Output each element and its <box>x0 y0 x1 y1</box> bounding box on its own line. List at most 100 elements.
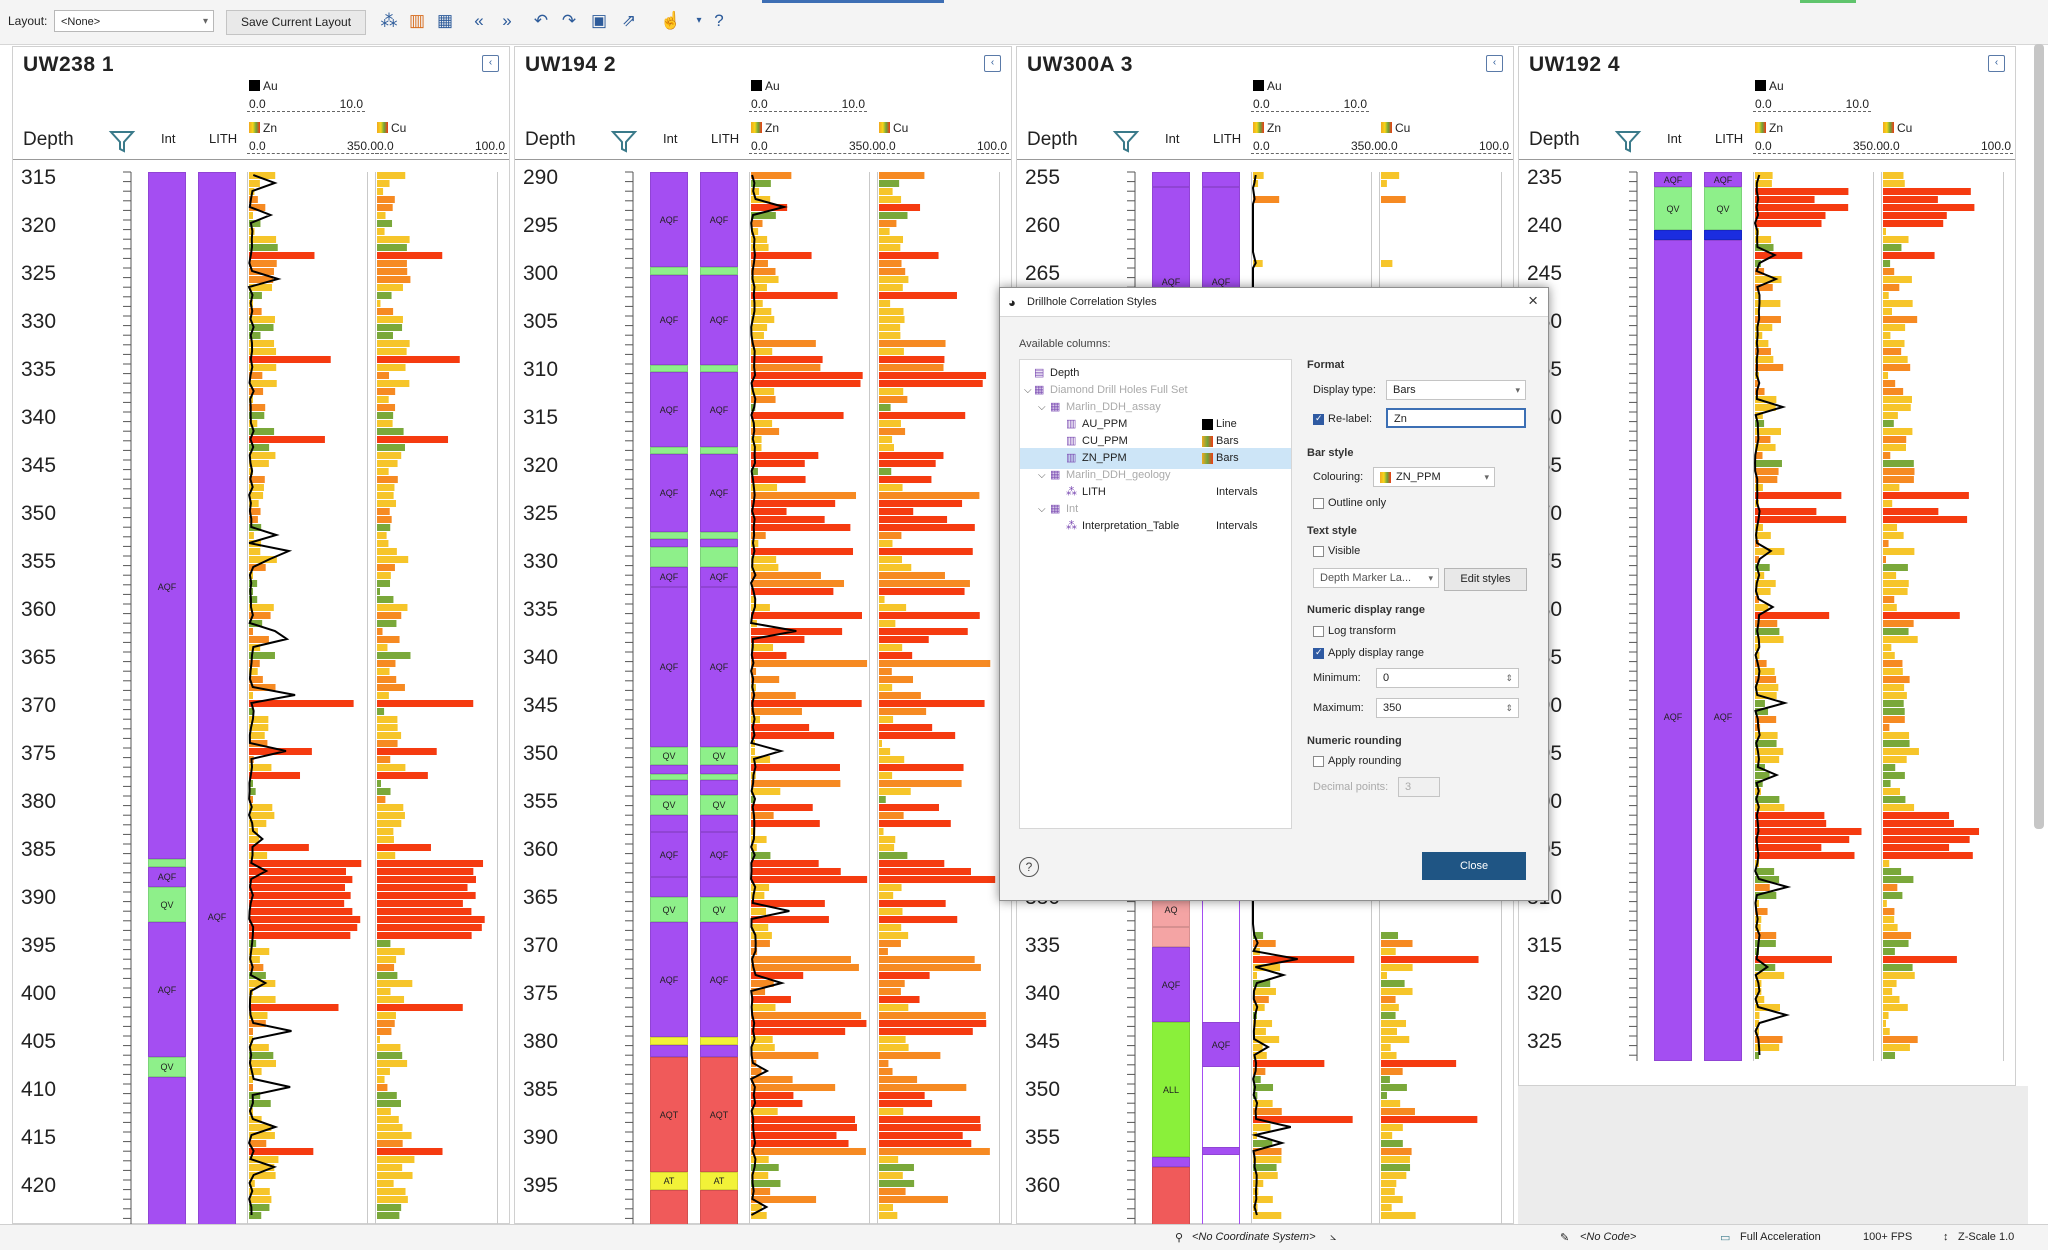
lith-interval[interactable]: AQF <box>700 172 738 267</box>
lith-interval[interactable]: AQF <box>1704 240 1742 1061</box>
log-transform-checkbox[interactable] <box>1313 626 1324 637</box>
lith-interval[interactable]: AQF <box>700 832 738 877</box>
chevron-down-icon[interactable]: ⌵ <box>1038 402 1046 413</box>
apply-range-checkbox[interactable] <box>1313 647 1324 659</box>
lith-interval[interactable] <box>700 1037 738 1045</box>
lith-interval[interactable] <box>700 267 738 275</box>
lith-interval[interactable] <box>700 765 738 774</box>
drillhole-panel-1[interactable]: UW238 1 ‹ Depth Int LITH Au 0.0 10.0 Zn 0.0 350.… <box>12 46 510 1225</box>
int-interval[interactable]: QV <box>650 747 688 765</box>
collapse-icon[interactable]: ‹ <box>1988 55 2005 72</box>
visible-checkbox[interactable] <box>1313 546 1324 557</box>
int-interval[interactable]: QV <box>148 887 186 922</box>
int-interval[interactable] <box>1152 1157 1190 1167</box>
outline-only-checkbox[interactable] <box>1313 498 1324 509</box>
int-interval[interactable] <box>650 774 688 780</box>
save-current-layout-button[interactable]: Save Current Layout <box>226 10 366 35</box>
int-interval[interactable]: AQF <box>650 372 688 447</box>
int-interval[interactable]: AQF <box>1654 240 1692 1061</box>
table-icon[interactable]: ▦ <box>436 11 454 30</box>
int-interval[interactable] <box>650 780 688 795</box>
chevron-down-icon[interactable]: ⌵ <box>1038 470 1046 481</box>
drillhole-panel-2[interactable]: UW194 2 ‹ Depth Int LITH Au 0.0 10.0 Zn 0.0 350.… <box>514 46 1012 1225</box>
lith-interval[interactable]: AQF <box>700 372 738 447</box>
tree-item[interactable]: ⌵ ▦ Diamond Drill Holes Full Set <box>1020 380 1291 401</box>
int-interval[interactable]: QV <box>650 897 688 922</box>
apply-rounding-checkbox[interactable] <box>1313 756 1324 767</box>
lith-interval[interactable]: AQF <box>1704 172 1742 187</box>
filter-icon[interactable] <box>610 127 638 155</box>
vertical-scrollbar[interactable] <box>2034 44 2044 829</box>
lith-interval[interactable]: AQF <box>700 567 738 587</box>
export-icon[interactable]: ⇗ <box>621 11 637 30</box>
undo-icon[interactable]: ↶ <box>533 11 549 30</box>
help-icon[interactable]: ? <box>1019 857 1039 877</box>
int-interval[interactable]: AQF <box>148 867 186 887</box>
int-interval[interactable]: AQF <box>650 567 688 587</box>
network-icon[interactable]: ⁂ <box>380 11 398 30</box>
lith-interval[interactable]: AQF <box>198 172 236 1225</box>
int-interval[interactable] <box>650 1037 688 1045</box>
int-interval[interactable]: AQF <box>1654 172 1692 187</box>
lith-interval[interactable]: QV <box>700 795 738 815</box>
lith-interval[interactable] <box>700 532 738 539</box>
int-interval[interactable]: AQF <box>650 832 688 877</box>
code-status[interactable]: <No Code> <box>1580 1231 1637 1243</box>
int-interval[interactable] <box>650 532 688 539</box>
int-interval[interactable] <box>1152 927 1190 947</box>
tree-item[interactable]: ⁂ LITH Intervals <box>1020 482 1291 503</box>
filter-icon[interactable] <box>1614 127 1642 155</box>
edit-styles-button[interactable]: Edit styles <box>1444 568 1527 591</box>
int-interval[interactable] <box>650 1045 688 1057</box>
int-interval[interactable] <box>650 815 688 832</box>
minimum-input[interactable]: 0 ⇕ <box>1376 668 1519 688</box>
collapse-icon[interactable]: ‹ <box>1486 55 1503 72</box>
int-interval[interactable]: AQF <box>650 587 688 747</box>
lith-interval[interactable]: QV <box>1704 187 1742 230</box>
tree-item[interactable]: ▥ CU_PPM Bars <box>1020 431 1291 452</box>
lith-interval[interactable] <box>700 780 738 795</box>
lith-interval[interactable] <box>700 1045 738 1057</box>
close-icon[interactable]: × <box>1528 291 1538 310</box>
lith-interval[interactable] <box>700 877 738 897</box>
collapse-icon[interactable]: ‹ <box>482 55 499 72</box>
int-interval[interactable]: QV <box>148 1057 186 1077</box>
int-interval[interactable] <box>650 267 688 275</box>
colouring-select[interactable]: ZN_PPM ▾ <box>1373 467 1495 487</box>
tree-item[interactable]: ▥ ZN_PPM Bars <box>1020 448 1291 469</box>
lith-interval[interactable]: AQT <box>700 1057 738 1172</box>
int-interval[interactable] <box>650 765 688 774</box>
lith-interval[interactable] <box>700 815 738 832</box>
layout-select[interactable]: <None> ▾ <box>54 10 214 32</box>
lith-interval[interactable]: AQF <box>700 454 738 532</box>
lith-interval[interactable] <box>1202 1147 1240 1155</box>
int-interval[interactable] <box>650 547 688 567</box>
int-interval[interactable] <box>1654 230 1692 240</box>
text-style-select[interactable]: Depth Marker La... ▾ <box>1313 568 1439 588</box>
redo-icon[interactable]: ↷ <box>561 11 577 30</box>
lith-interval[interactable] <box>700 774 738 780</box>
int-interval[interactable]: AQF <box>1152 947 1190 1022</box>
lith-interval[interactable] <box>700 539 738 547</box>
lith-interval[interactable] <box>1202 172 1240 187</box>
filter-icon[interactable] <box>108 127 136 155</box>
chevron-down-icon[interactable]: ⌵ <box>1024 385 1032 396</box>
lith-interval[interactable]: AQF <box>700 587 738 747</box>
lith-interval[interactable]: QV <box>700 747 738 765</box>
tree-item[interactable]: ⌵ ▦ Int <box>1020 499 1291 520</box>
int-interval[interactable]: AQF <box>650 172 688 267</box>
int-interval[interactable]: AT <box>650 1172 688 1190</box>
lith-interval[interactable] <box>700 447 738 454</box>
int-interval[interactable] <box>1152 172 1190 187</box>
lith-interval[interactable] <box>1704 230 1742 240</box>
lith-interval[interactable]: AQF <box>1202 1022 1240 1067</box>
lith-interval[interactable]: AT <box>700 1172 738 1190</box>
tree-item[interactable]: ⌵ ▦ Marlin_DDH_assay <box>1020 397 1291 418</box>
collapse-icon[interactable]: ‹ <box>984 55 1001 72</box>
tree-item[interactable]: ⌵ ▦ Marlin_DDH_geology <box>1020 465 1291 486</box>
close-button[interactable]: Close <box>1422 852 1526 880</box>
lith-interval[interactable] <box>700 547 738 567</box>
int-interval[interactable]: AQF <box>650 275 688 365</box>
int-interval[interactable]: AQF <box>650 922 688 1037</box>
chart-columns-icon[interactable]: ▥ <box>408 11 426 30</box>
